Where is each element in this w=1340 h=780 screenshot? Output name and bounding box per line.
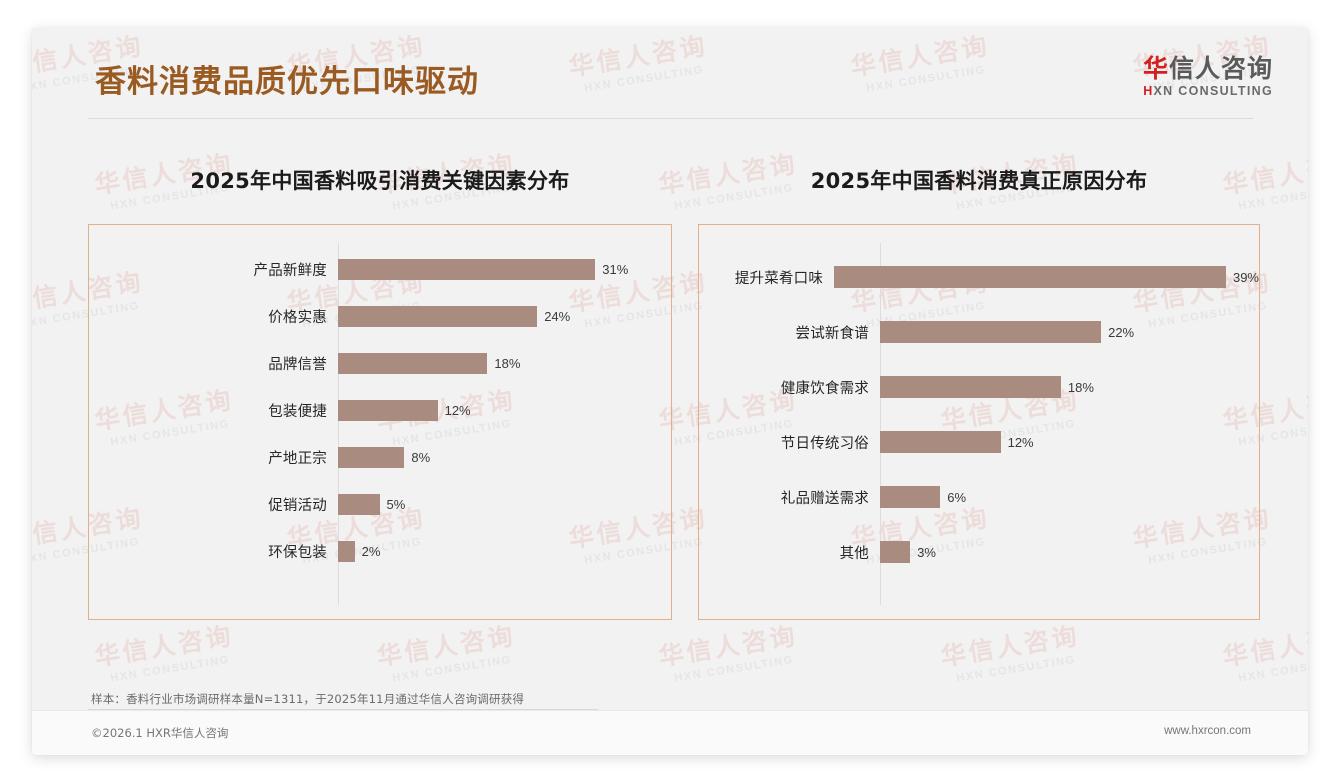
bar-category-label: 提升菜肴口味 [734, 270, 824, 287]
bar-category-label: 品牌信誉 [268, 357, 327, 373]
chart-title-left: 2025年中国香料吸引消费关键因素分布 [190, 169, 570, 193]
bar-row: 提升菜肴口味 39% [699, 266, 1259, 288]
bar-category-label: 价格实惠 [268, 310, 327, 326]
logo-accent-char: 华 [1142, 54, 1169, 83]
chart-box-right: 提升菜肴口味 39% 尝试新食谱 22% 健康饮食需求 18% 节日传统习俗 12% 礼品赠送需… [698, 224, 1260, 620]
bar-rect [338, 494, 380, 515]
chart-plot-right: 提升菜肴口味 39% 尝试新食谱 22% 健康饮食需求 18% 节日传统习俗 12% 礼品赠送需… [699, 225, 1259, 619]
watermark-english: HXN CONSULTING [1237, 653, 1308, 685]
watermark-chinese: 华信人咨询 [656, 621, 800, 672]
bar-category-label: 健康饮食需求 [780, 380, 869, 397]
bar-rect [338, 541, 355, 562]
page-title: 香料消费品质优先口味驱动 [95, 64, 479, 100]
bar-row: 节日传统习俗 12% [699, 431, 1259, 453]
watermark-english: HXN CONSULTING [109, 653, 231, 685]
bar-row: 产地正宗 8% [89, 447, 671, 468]
bar-value-label: 12% [444, 403, 471, 418]
bar-rect [880, 376, 1061, 398]
bar-value-label: 6% [947, 489, 967, 505]
bar-row: 其他 3% [699, 541, 1259, 563]
bar-value-label: 2% [361, 544, 381, 559]
watermark-english: HXN CONSULTING [391, 653, 513, 685]
chart-panel-left: 2025年中国香料吸引消费关键因素分布 产品新鲜度 31% 价格实惠 24% 品牌信誉 1… [88, 146, 672, 620]
chart-axis-line-left [338, 243, 339, 605]
bar-row: 品牌信誉 18% [89, 353, 671, 374]
bar-row: 环保包装 2% [89, 541, 671, 562]
bar-category-label: 产品新鲜度 [253, 263, 327, 279]
watermark-chinese: 华信人咨询 [1220, 621, 1308, 672]
footer-website[interactable]: www.hxrcon.com [1164, 725, 1251, 737]
chart-title-right: 2025年中国香料消费真正原因分布 [810, 169, 1148, 193]
bar-row: 产品新鲜度 31% [89, 259, 671, 280]
bar-value-label: 12% [1007, 434, 1034, 450]
watermark-english: HXN CONSULTING [955, 653, 1077, 685]
bar-rect [338, 259, 596, 280]
logo-english-text: HXN CONSULTING [1143, 84, 1273, 98]
footer-copyright: ©2026.1 HXR华信人咨询 [91, 726, 229, 740]
bar-rect [880, 486, 941, 508]
watermark-chinese: 华信人咨询 [374, 621, 518, 672]
logo-chinese-text: 华信人咨询 [1142, 54, 1273, 83]
bar-category-label: 尝试新食谱 [795, 325, 869, 342]
bar-value-label: 5% [386, 497, 406, 512]
bar-category-label: 促销活动 [268, 498, 327, 514]
bar-rect [338, 400, 438, 421]
chart-box-left: 产品新鲜度 31% 价格实惠 24% 品牌信誉 18% 包装便捷 12% 产地正宗 8% 促销活动 5… [88, 224, 672, 620]
footnote-text: 样本：香料行业市场调研样本量N=1311，于2025年11月通过华信人咨询调研获… [91, 692, 525, 706]
bar-category-label: 包装便捷 [268, 404, 327, 420]
bar-rect [834, 266, 1226, 288]
bar-value-label: 22% [1108, 324, 1135, 340]
chart-plot-left: 产品新鲜度 31% 价格实惠 24% 品牌信誉 18% 包装便捷 12% 产地正宗 8% 促销活动 5… [89, 225, 671, 619]
bar-category-label: 节日传统习俗 [780, 435, 869, 452]
bar-row: 价格实惠 24% [89, 306, 671, 327]
bar-category-label: 环保包装 [268, 545, 327, 561]
bar-row: 礼品赠送需求 6% [699, 486, 1259, 508]
bar-value-label: 39% [1232, 269, 1259, 285]
company-logo: 华信人咨询 HXN CONSULTING [1142, 54, 1273, 98]
bar-row: 包装便捷 12% [89, 400, 671, 421]
bar-rect [338, 306, 538, 327]
bar-rect [880, 321, 1102, 343]
bar-value-label: 18% [1067, 379, 1094, 395]
bar-row: 促销活动 5% [89, 494, 671, 515]
bar-value-label: 3% [917, 544, 936, 560]
chart-axis-line-right [880, 243, 881, 605]
watermark-chinese: 华信人咨询 [938, 621, 1082, 672]
bar-category-label: 产地正宗 [268, 451, 327, 467]
header-divider [88, 118, 1253, 119]
watermark-chinese: 华信人咨询 [92, 621, 236, 672]
chart-panel-right: 2025年中国香料消费真正原因分布 提升菜肴口味 39% 尝试新食谱 22% 健康饮食需… [698, 146, 1260, 620]
bar-category-label: 其他 [839, 545, 869, 562]
bar-value-label: 24% [544, 309, 571, 324]
footnote-divider [88, 709, 598, 710]
bar-category-label: 礼品赠送需求 [780, 490, 869, 507]
bar-rect [338, 447, 405, 468]
logo-en-rest-chars: XN CONSULTING [1153, 84, 1273, 99]
bar-value-label: 31% [602, 262, 629, 277]
bar-row: 健康饮食需求 18% [699, 376, 1259, 398]
slide-footer: ©2026.1 HXR华信人咨询 www.hxrcon.com [32, 710, 1308, 755]
slide-header: 香料消费品质优先口味驱动 华信人咨询 HXN CONSULTING [32, 28, 1308, 118]
watermark-english: HXN CONSULTING [673, 653, 795, 685]
slide-canvas: 华信人咨询 HXN CONSULTING 华信人咨询 HXN CONSULTING 华信… [32, 28, 1308, 755]
logo-en-accent-char: H [1143, 84, 1154, 99]
bar-value-label: 8% [411, 450, 431, 465]
logo-rest-chars: 信人咨询 [1168, 54, 1273, 83]
bar-row: 尝试新食谱 22% [699, 321, 1259, 343]
bar-rect [880, 541, 911, 563]
bar-rect [338, 353, 488, 374]
bar-rect [880, 431, 1001, 453]
bar-value-label: 18% [494, 356, 521, 371]
